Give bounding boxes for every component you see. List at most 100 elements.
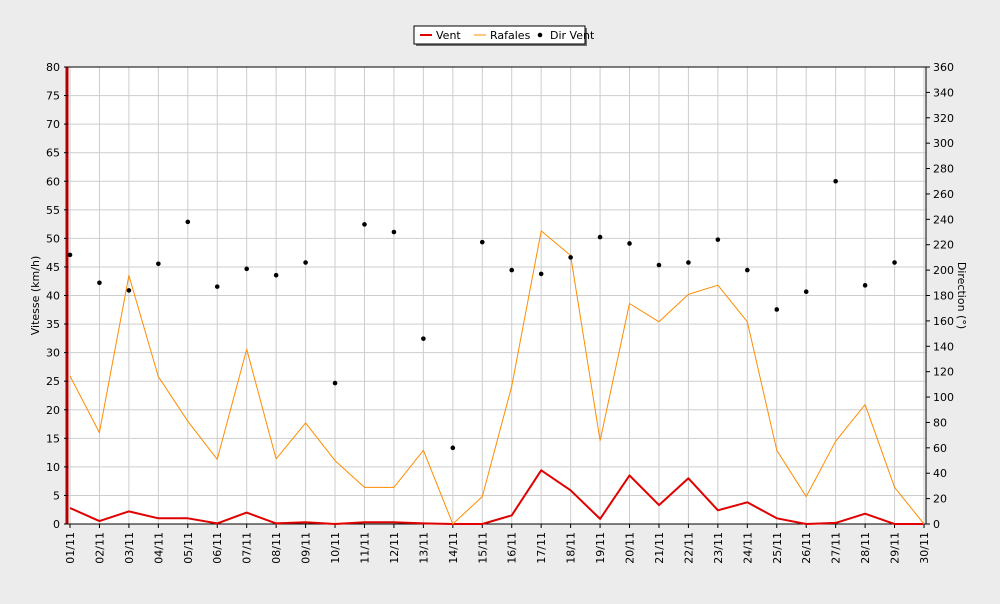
y-left-tick-label: 55 xyxy=(46,204,60,217)
y-left-tick-label: 70 xyxy=(46,118,60,131)
x-tick-label: 22/11 xyxy=(682,532,695,564)
x-tick-label: 15/11 xyxy=(476,532,489,564)
y-right-tick-label: 220 xyxy=(933,239,954,252)
x-tick-label: 21/11 xyxy=(653,532,666,564)
x-tick-label: 06/11 xyxy=(211,532,224,564)
y-right-tick-label: 80 xyxy=(933,416,947,429)
data-point-dir-vent xyxy=(214,284,220,289)
y-right-tick-label: 240 xyxy=(933,213,954,226)
y-left-tick-label: 30 xyxy=(46,347,60,360)
data-point-dir-vent xyxy=(450,445,456,451)
y-right-tick-label: 320 xyxy=(933,112,954,125)
x-tick-label: 07/11 xyxy=(241,532,254,564)
y-left-tick-label: 20 xyxy=(46,404,60,417)
x-tick-label: 14/11 xyxy=(447,532,460,564)
data-point-dir-vent xyxy=(715,237,721,242)
y-right-tick-label: 200 xyxy=(933,264,954,277)
y-right-tick-label: 120 xyxy=(933,366,954,379)
y-left-tick-label: 0 xyxy=(53,518,60,531)
x-tick-label: 30/11 xyxy=(918,532,931,564)
x-tick-label: 04/11 xyxy=(152,532,165,564)
data-point-dir-vent xyxy=(479,239,485,245)
x-tick-label: 27/11 xyxy=(830,532,843,564)
x-tick-label: 03/11 xyxy=(123,532,136,564)
y-right-tick-label: 100 xyxy=(933,391,954,404)
y-left-tick-label: 65 xyxy=(46,147,60,160)
x-tick-label: 26/11 xyxy=(800,532,813,564)
legend-label: Vent xyxy=(436,29,461,42)
legend-label: Rafales xyxy=(490,29,531,42)
y-left-tick-label: 35 xyxy=(46,318,60,331)
data-point-dir-vent xyxy=(568,255,573,260)
x-tick-label: 11/11 xyxy=(358,532,371,564)
data-point-dir-vent xyxy=(597,234,603,240)
y-left-tick-label: 15 xyxy=(46,432,60,445)
x-tick-label: 01/11 xyxy=(64,532,77,564)
x-tick-label: 18/11 xyxy=(565,532,578,564)
y-left-tick-label: 5 xyxy=(53,489,60,502)
y-right-tick-label: 20 xyxy=(933,493,947,506)
data-point-dir-vent xyxy=(156,261,161,267)
y-right-tick-label: 280 xyxy=(933,163,954,176)
data-point-dir-vent xyxy=(538,271,544,277)
y-left-tick-label: 40 xyxy=(46,290,60,303)
data-point-dir-vent xyxy=(892,260,897,265)
y-right-tick-label: 40 xyxy=(933,467,947,480)
x-tick-label: 25/11 xyxy=(771,532,784,564)
data-point-dir-vent xyxy=(509,267,515,273)
y-left-tick-label: 60 xyxy=(46,175,60,188)
x-tick-label: 28/11 xyxy=(859,532,872,564)
data-point-dir-vent xyxy=(67,252,73,258)
series-line-vent xyxy=(69,469,924,525)
data-point-dir-vent xyxy=(391,229,397,235)
y-right-tick-label: 160 xyxy=(933,315,954,328)
x-tick-label: 02/11 xyxy=(93,532,106,564)
y-left-tick-label: 80 xyxy=(46,61,60,74)
x-tick-label: 10/11 xyxy=(329,532,342,564)
y-left-tick-label: 50 xyxy=(46,232,60,245)
data-point-dir-vent xyxy=(803,289,809,294)
data-point-dir-vent xyxy=(332,380,338,386)
x-tick-label: 17/11 xyxy=(535,532,548,564)
data-point-dir-vent xyxy=(862,283,868,288)
x-tick-label: 24/11 xyxy=(741,532,754,564)
legend-label: Dir Vent xyxy=(550,29,595,42)
y-left-tick-label: 10 xyxy=(46,461,60,474)
data-point-dir-vent xyxy=(833,178,838,184)
x-tick-label: 16/11 xyxy=(506,532,519,564)
series-line-rafales xyxy=(69,230,925,525)
y-left-axis-label: Vitesse (km/h) xyxy=(29,256,42,336)
y-right-tick-label: 260 xyxy=(933,188,954,201)
y-left-tick-label: 25 xyxy=(46,375,60,388)
x-tick-label: 12/11 xyxy=(388,532,401,564)
data-point-dir-vent xyxy=(686,260,691,265)
data-point-dir-vent xyxy=(244,266,249,272)
y-right-axis-label: Direction (°) xyxy=(955,262,968,329)
x-tick-label: 08/11 xyxy=(270,532,283,564)
y-left-tick-label: 75 xyxy=(46,90,60,103)
y-right-tick-label: 180 xyxy=(933,290,954,303)
data-point-dir-vent xyxy=(362,222,367,227)
data-point-dir-vent xyxy=(126,288,132,293)
data-point-dir-vent xyxy=(303,260,308,265)
legend: Vent Rafales Dir Vent xyxy=(413,25,595,46)
data-point-dir-vent xyxy=(185,219,191,225)
y-right-tick-label: 140 xyxy=(933,340,954,353)
y-right-tick-label: 300 xyxy=(933,137,954,150)
x-tick-label: 09/11 xyxy=(300,532,313,564)
x-tick-label: 29/11 xyxy=(889,532,902,564)
data-point-dir-vent xyxy=(273,272,279,278)
legend-swatch xyxy=(537,32,543,38)
data-point-dir-vent xyxy=(774,307,780,312)
x-tick-label: 20/11 xyxy=(624,532,637,564)
x-tick-label: 05/11 xyxy=(182,532,195,564)
y-right-tick-label: 360 xyxy=(933,61,954,74)
legend-box xyxy=(413,25,586,45)
data-point-dir-vent xyxy=(627,241,632,246)
y-right-tick-label: 60 xyxy=(933,442,947,455)
x-tick-label: 19/11 xyxy=(594,532,607,564)
data-point-dir-vent xyxy=(656,262,662,268)
y-left-tick-label: 45 xyxy=(46,261,60,274)
